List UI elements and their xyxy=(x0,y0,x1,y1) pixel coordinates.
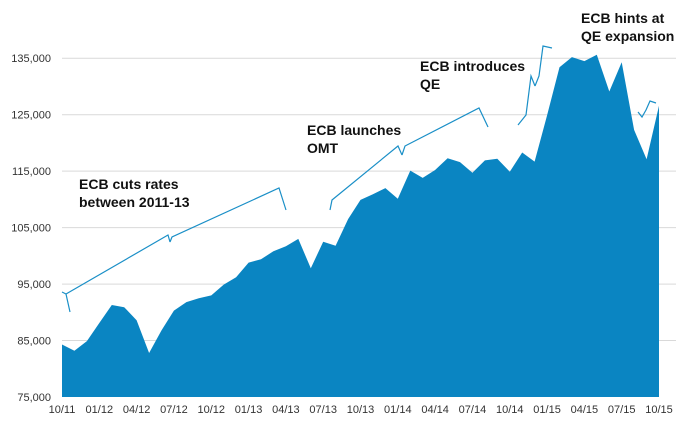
annotation-text: ECB hints at xyxy=(581,10,665,26)
annotation-bracket xyxy=(517,45,553,126)
annotation-bracket xyxy=(637,100,657,119)
x-tick-label: 07/13 xyxy=(309,404,337,416)
y-tick-label: 115,000 xyxy=(12,166,51,178)
x-tick-label: 04/12 xyxy=(123,404,151,416)
y-tick-label: 85,000 xyxy=(17,336,51,348)
x-tick-label: 10/15 xyxy=(645,404,673,416)
x-tick-label: 01/12 xyxy=(86,404,114,416)
x-axis-ticks: 10/11 01/12 04/12 07/12 10/12 01/13 04/13 07/13… xyxy=(49,404,673,416)
x-tick-label: 10/11 xyxy=(49,404,76,416)
x-tick-label: 07/15 xyxy=(608,404,636,416)
x-tick-label: 07/12 xyxy=(160,404,188,416)
x-tick-label: 01/13 xyxy=(235,404,263,416)
x-tick-label: 07/14 xyxy=(459,404,487,416)
annotation-bracket xyxy=(61,187,287,313)
annotation-text: ECB launches xyxy=(307,122,401,138)
x-tick-label: 10/14 xyxy=(496,404,524,416)
annotations: ECB cuts rates between 2011-13 ECB launche… xyxy=(61,10,674,313)
x-tick-label: 01/15 xyxy=(533,404,561,416)
area-series xyxy=(62,54,659,398)
y-tick-label: 125,000 xyxy=(11,110,51,122)
x-tick-label: 04/15 xyxy=(571,404,599,416)
annotation-bracket xyxy=(329,107,489,211)
annotation-text: OMT xyxy=(307,140,339,156)
x-tick-label: 01/14 xyxy=(384,404,412,416)
annotation-text: between 2011-13 xyxy=(79,194,190,210)
x-tick-label: 10/12 xyxy=(197,404,225,416)
x-tick-label: 04/14 xyxy=(421,404,449,416)
annotation-text: QE xyxy=(420,76,440,92)
x-tick-label: 10/13 xyxy=(347,404,375,416)
annotation-text: ECB cuts rates xyxy=(79,176,179,192)
y-tick-label: 95,000 xyxy=(17,279,51,291)
y-tick-label: 135,000 xyxy=(11,53,51,65)
area-fill xyxy=(62,54,659,398)
y-axis-ticks: 75,000 85,000 95,000 105,000 115,000 125,000 1… xyxy=(11,53,51,404)
y-tick-label: 75,000 xyxy=(17,392,51,404)
y-tick-label: 105,000 xyxy=(11,223,51,235)
annotation-text: ECB introduces xyxy=(420,58,525,74)
annotation-text: QE expansion xyxy=(581,28,674,44)
x-tick-label: 04/13 xyxy=(272,404,300,416)
